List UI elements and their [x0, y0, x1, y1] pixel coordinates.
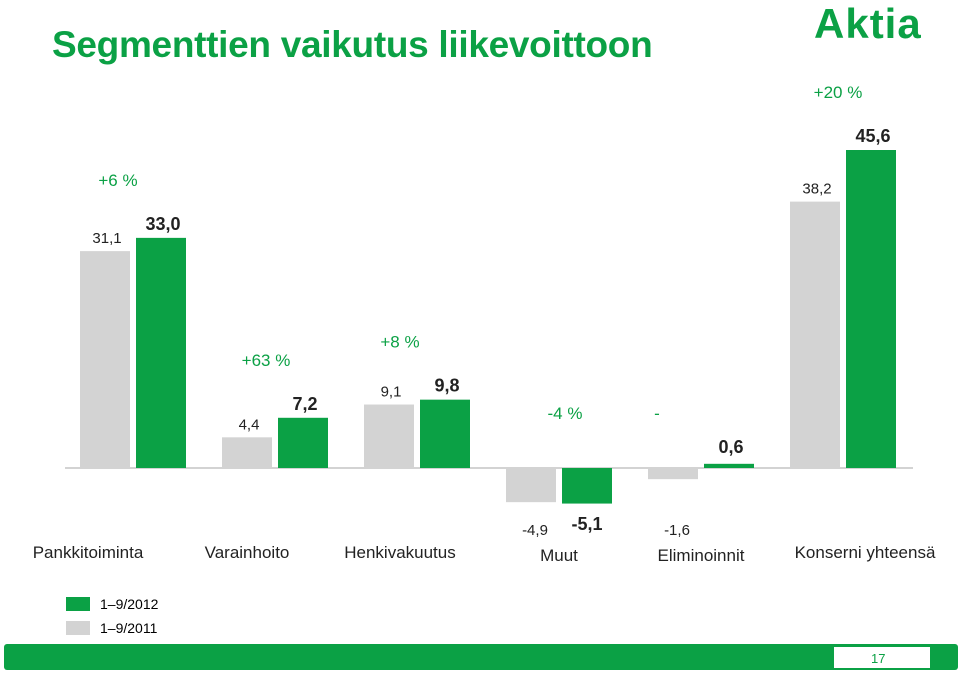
bar-2011-2	[364, 404, 414, 468]
legend-swatch-2012	[66, 597, 90, 611]
footer-bar	[4, 644, 958, 670]
data-label-2012-5: 45,6	[855, 126, 890, 146]
bar-2011-0	[80, 251, 130, 468]
legend-label-2011: 1–9/2011	[100, 620, 158, 636]
category-label-1: Varainhoito	[205, 543, 290, 562]
bar-2012-3	[562, 468, 612, 504]
change-label-1: +63 %	[242, 351, 291, 370]
bar-2011-5	[790, 201, 840, 468]
category-label-4: Eliminoinnit	[658, 546, 745, 565]
change-label-4: -	[654, 404, 660, 423]
aktia-logo: Aktia	[814, 0, 922, 47]
page-number: 17	[871, 651, 886, 666]
data-label-2012-1: 7,2	[292, 394, 317, 414]
data-label-2012-4: 0,6	[718, 437, 743, 457]
category-label-5: Konserni yhteensä	[795, 543, 936, 562]
data-label-2012-0: 33,0	[145, 214, 180, 234]
legend-item-2011: 1–9/2011	[66, 620, 206, 636]
page-title: Segmenttien vaikutus liikevoittoon	[52, 24, 653, 65]
data-label-2011-2: 9,1	[381, 384, 402, 401]
change-label-0: +6 %	[98, 171, 137, 190]
page-number-box	[834, 647, 930, 668]
change-label-2: +8 %	[380, 333, 419, 352]
change-label-3: -4 %	[548, 404, 583, 423]
segment-bar-chart: 31,1 33,0 +6 % Pankkitoiminta 4,4 7,2 +63 % Var…	[33, 83, 936, 565]
change-label-5: +20 %	[814, 83, 863, 102]
data-label-2012-3: -5,1	[571, 514, 602, 534]
data-label-2011-3: -4,9	[522, 522, 548, 539]
bar-2011-1	[222, 437, 272, 468]
category-label-0: Pankkitoiminta	[33, 543, 144, 562]
bar-2012-1	[278, 417, 328, 468]
legend-label-2012: 1–9/2012	[100, 596, 159, 612]
legend-item-2012: 1–9/2012	[66, 596, 206, 612]
data-label-2011-1: 4,4	[239, 416, 260, 433]
data-label-2011-0: 31,1	[92, 230, 121, 247]
data-label-2012-2: 9,8	[434, 376, 459, 396]
data-label-2011-4: -1,6	[664, 522, 690, 539]
category-label-3: Muut	[540, 546, 578, 565]
legend-swatch-2011	[66, 621, 90, 635]
bar-2012-2	[420, 399, 470, 468]
bar-2012-0	[136, 237, 186, 468]
category-label-2: Henkivakuutus	[344, 543, 456, 562]
bar-2011-4	[648, 468, 698, 480]
bar-2011-3	[506, 468, 556, 503]
bar-2012-4	[704, 463, 754, 468]
data-label-2011-5: 38,2	[802, 181, 831, 198]
bar-2012-5	[846, 150, 896, 468]
